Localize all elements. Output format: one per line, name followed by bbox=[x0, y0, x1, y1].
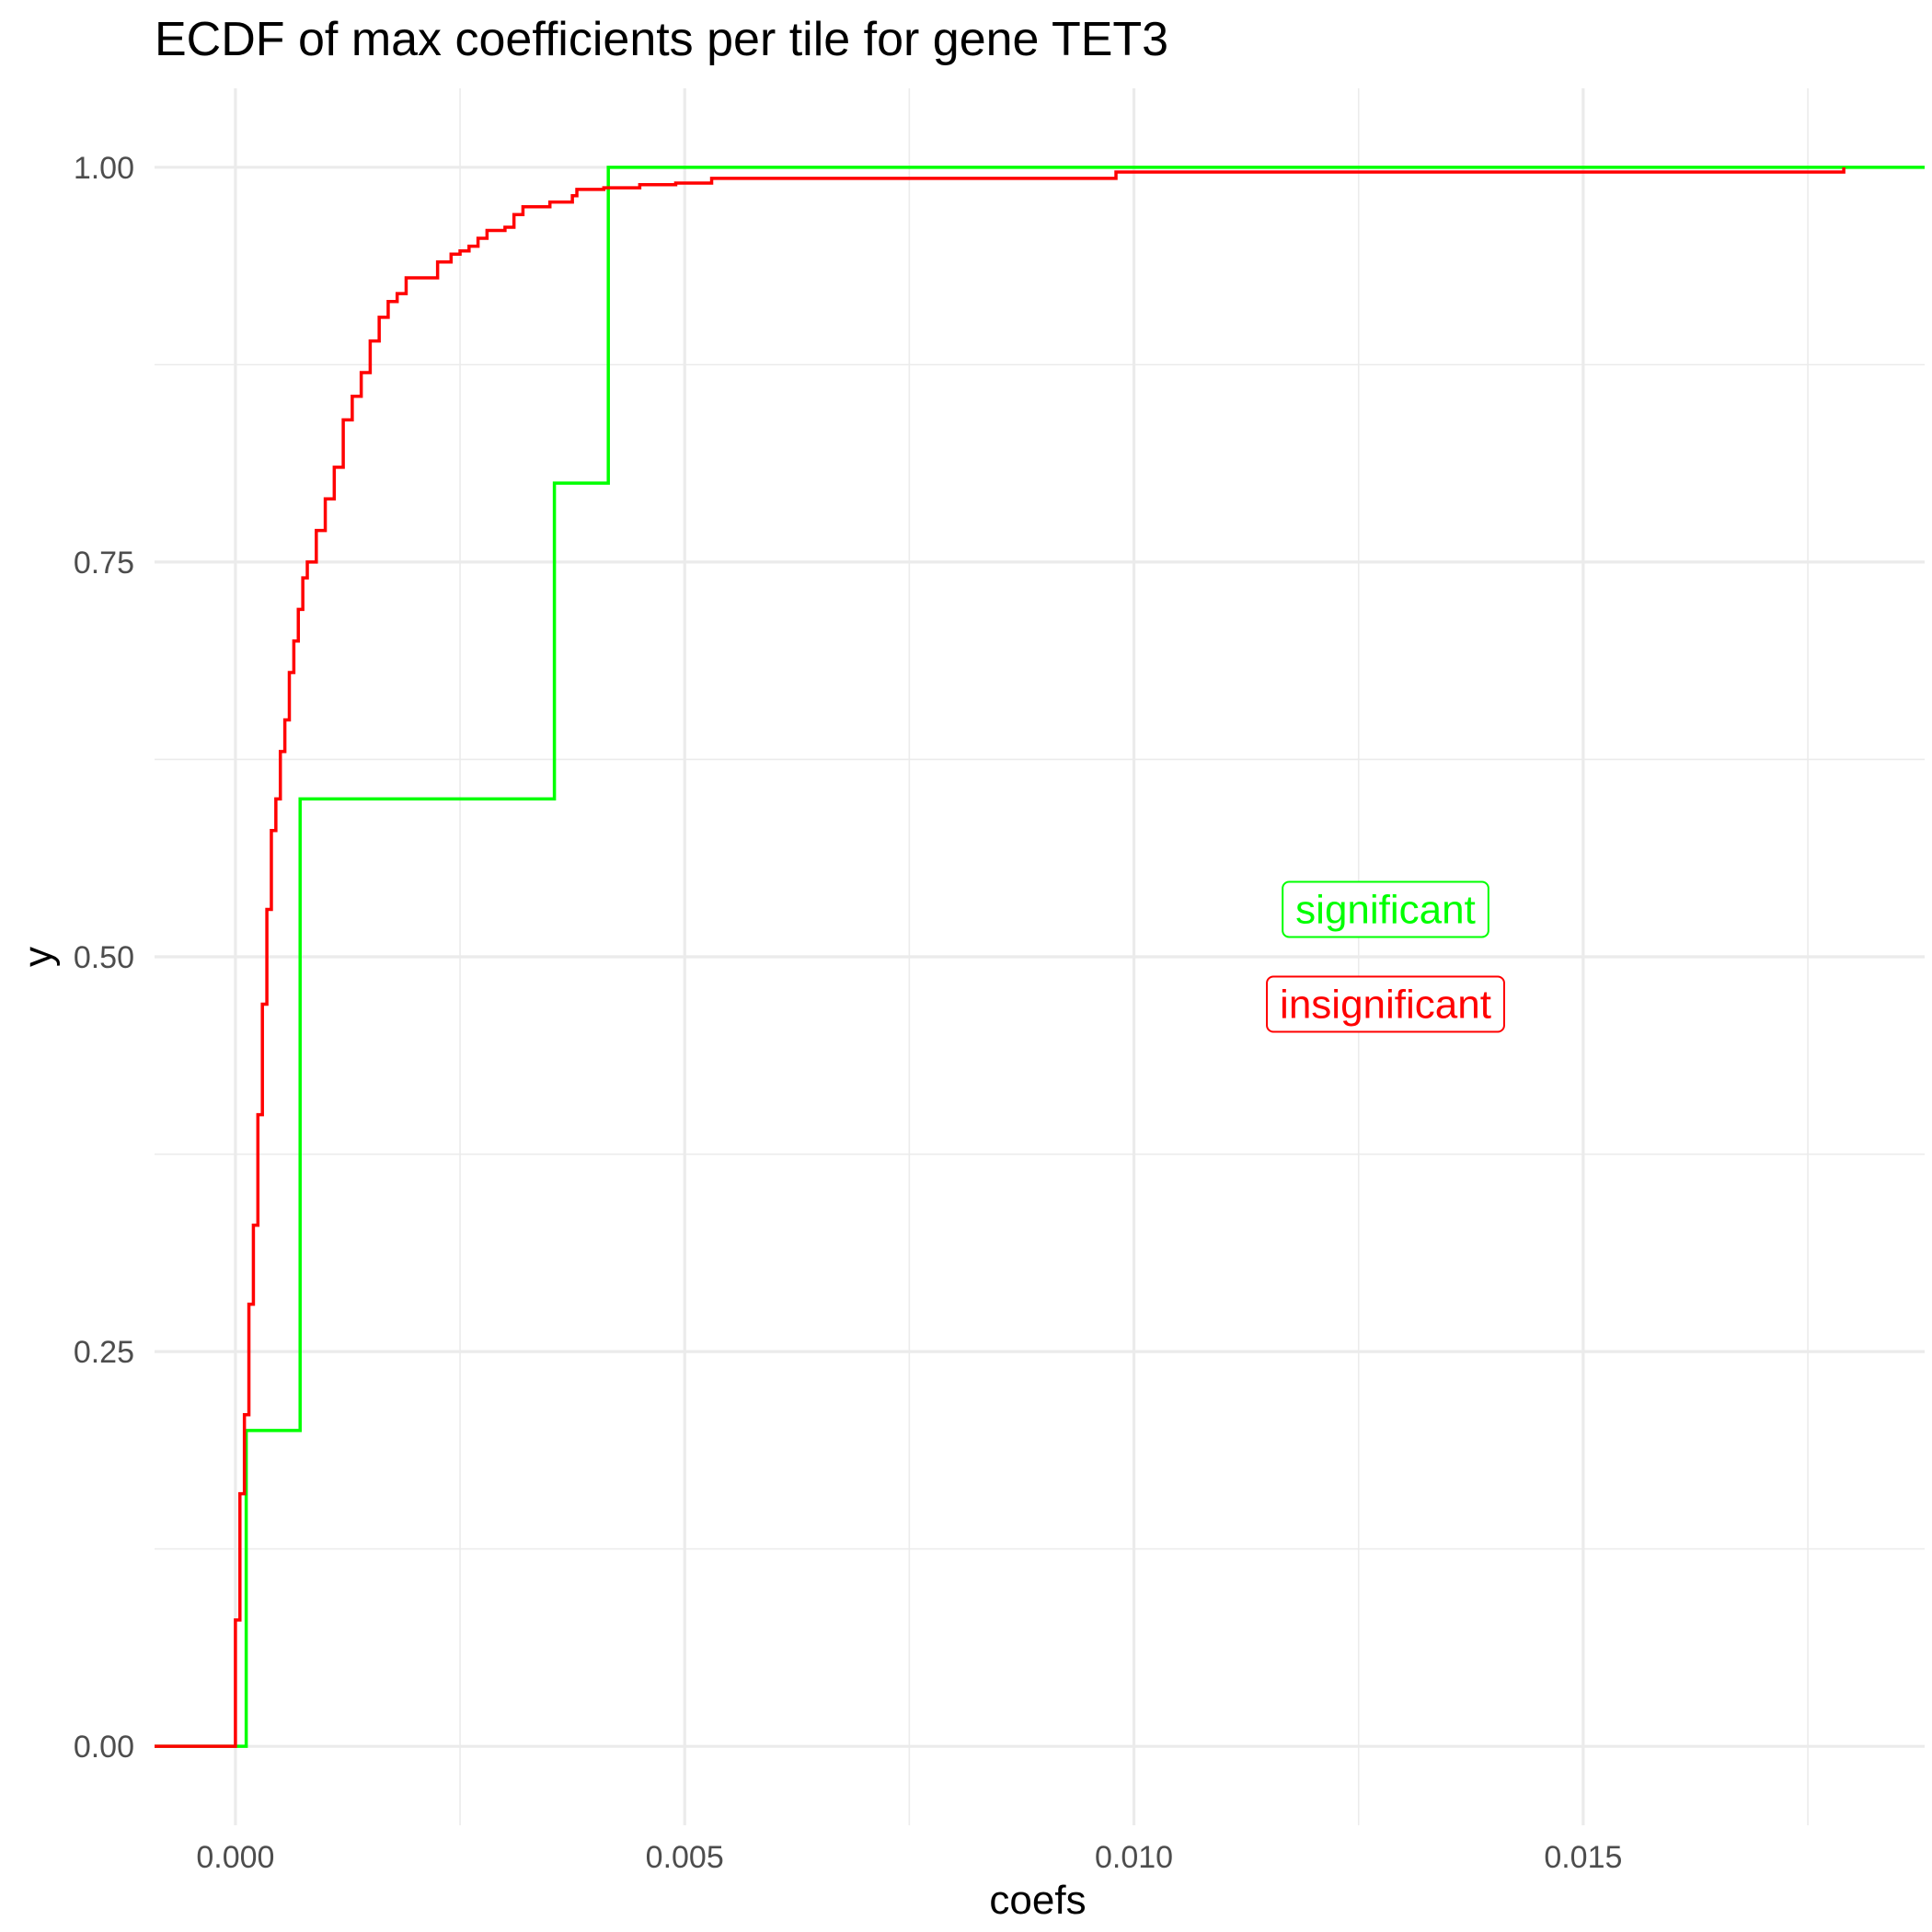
y-tick-label: 0.50 bbox=[74, 940, 134, 975]
annotation-insignificant: insignificant bbox=[1266, 975, 1505, 1033]
annotation-significant: significant bbox=[1282, 880, 1489, 938]
y-tick-label: 1.00 bbox=[74, 151, 134, 186]
annotation-labels: significant insignificant bbox=[1266, 880, 1505, 1033]
y-tick-label: 0.00 bbox=[74, 1730, 134, 1765]
x-tick-label: 0.015 bbox=[1544, 1840, 1622, 1875]
annotation-text: significant bbox=[1295, 888, 1476, 933]
chart-title: ECDF of max coefficients per tile for ge… bbox=[155, 13, 1168, 66]
annotation-box bbox=[1282, 880, 1489, 938]
y-tick-label: 0.75 bbox=[74, 546, 134, 581]
tick-labels: 0.000 0.005 0.010 0.015 0.00 0.25 0.50 0.75 1.00 bbox=[74, 151, 1623, 1875]
ecdf-line-significant bbox=[155, 166, 1925, 1748]
y-tick-label: 0.25 bbox=[74, 1335, 134, 1370]
x-tick-label: 0.005 bbox=[646, 1840, 724, 1875]
y-axis-title: y bbox=[16, 947, 61, 967]
ecdf-line-insignificant bbox=[155, 167, 1846, 1748]
grid-lines bbox=[155, 88, 1925, 1825]
x-tick-label: 0.010 bbox=[1095, 1840, 1173, 1875]
x-tick-label: 0.000 bbox=[196, 1840, 274, 1875]
annotation-box bbox=[1266, 975, 1505, 1033]
series-group bbox=[155, 166, 1925, 1748]
x-axis-title: coefs bbox=[989, 1878, 1086, 1923]
annotation-text: insignificant bbox=[1280, 982, 1491, 1027]
